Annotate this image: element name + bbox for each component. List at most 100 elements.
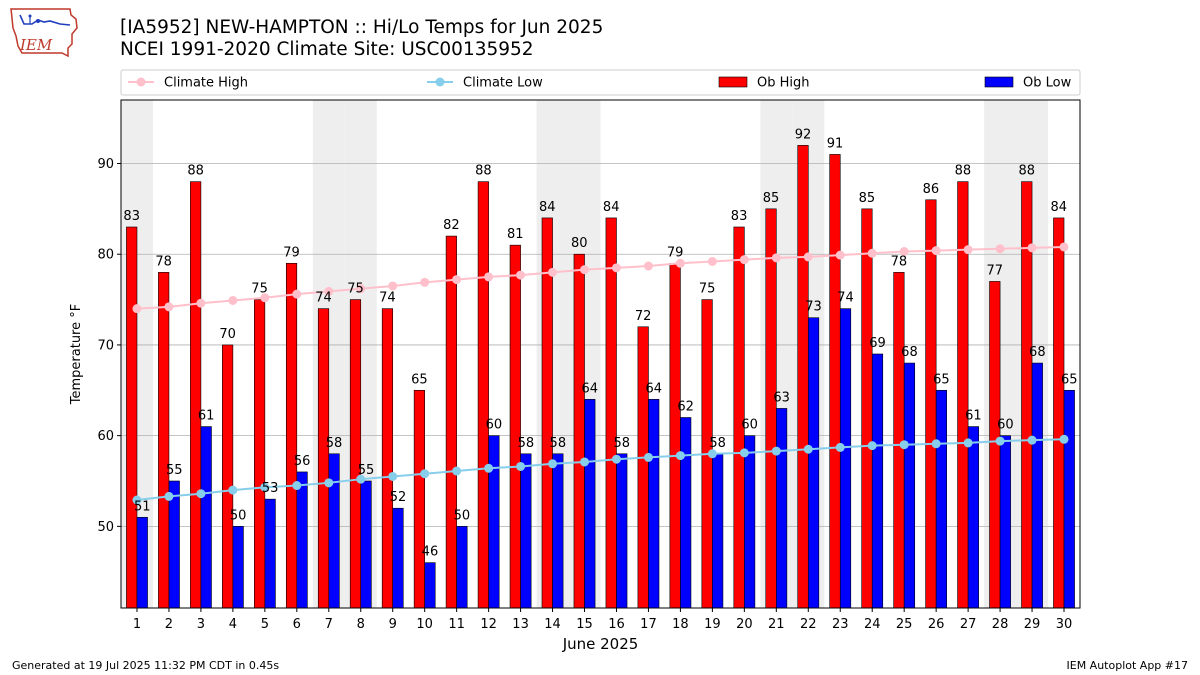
ob-high-bar-day-9 [381,308,394,609]
climate-low-point-day-25 [899,440,909,450]
ob-low-value-day-20: 60 [741,418,758,433]
ob-high-bar-day-2 [158,272,170,609]
ob-low-bar-day-1 [136,516,148,609]
ob-low-value-day-13: 58 [518,436,535,451]
ob-high-value-day-24: 85 [859,191,876,206]
climate-low-point-day-29 [1027,435,1037,445]
climate-high-point-day-1 [132,304,142,314]
ob-high-value-day-6: 79 [283,245,300,260]
legend[interactable]: Climate High Climate Low Ob High Ob Low [120,69,1081,96]
ob-low-bar-day-6 [296,471,308,609]
y-tick-label-70: 70 [97,338,114,353]
climate-high-point-day-27 [963,245,973,255]
climate-low-point-day-12 [484,463,494,473]
ob-low-value-day-18: 62 [677,400,694,415]
ob-low-value-day-26: 65 [933,372,950,387]
x-tick-label-3: 3 [197,617,205,632]
climate-high-point-day-21 [771,253,781,263]
ob-low-value-day-22: 73 [805,300,822,315]
climate-high-line [136,245,1065,310]
x-tick-label-12: 12 [480,617,497,632]
climate-high-point-day-17 [643,261,653,271]
climate-high-point-day-22 [803,252,813,262]
x-tick-label-18: 18 [672,617,689,632]
ob-high-bar-day-8 [349,299,362,609]
legend-label-climate-high: Climate High [164,76,248,91]
x-tick-label-14: 14 [544,617,561,632]
ob-high-bar-day-30 [1053,217,1065,609]
x-tick-label-20: 20 [736,617,753,632]
logo-text: IEM [19,36,53,54]
climate-low-point-day-17 [643,452,653,462]
climate-low-line [136,438,1065,502]
ob-low-bar-day-28 [999,435,1011,609]
x-tick-label-26: 26 [928,617,945,632]
x-tick-label-29: 29 [1024,617,1041,632]
ob-high-bar-day-24 [861,208,873,609]
ob-low-bar-day-23 [839,308,852,609]
ob-high-bar-day-13 [509,244,521,609]
ob-low-value-day-28: 60 [997,418,1014,433]
iem-logo: IEM [8,6,80,60]
ob-low-bar-day-7 [328,453,340,609]
x-tick-label-19: 19 [704,617,721,632]
ob-high-value-day-27: 88 [955,164,972,179]
ob-low-value-day-8: 55 [358,463,375,478]
climate-high-point-day-19 [707,256,717,266]
climate-high-point-day-26 [931,246,941,256]
ob-high-bar-day-15 [573,253,585,609]
climate-high-point-day-20 [739,255,749,265]
ob-high-bar-day-12 [477,181,489,609]
climate-low-point-day-23 [835,442,845,452]
ob-low-value-day-5: 53 [262,481,279,496]
ob-low-value-day-24: 69 [869,336,886,351]
ob-low-bar-day-30 [1063,389,1075,609]
ob-low-bar-day-21 [776,408,788,609]
climate-low-point-day-4 [228,485,238,495]
ob-low-bar-day-11 [456,526,468,609]
ob-high-bar-day-22 [797,145,809,609]
ob-low-bar-day-9 [392,507,404,609]
ob-low-value-day-16: 58 [613,436,630,451]
climate-low-point-day-2 [164,491,174,501]
ob-high-bar-day-25 [893,272,905,609]
climate-high-point-day-8 [356,284,366,294]
plot-frame [120,99,1081,609]
ob-low-bar-day-27 [967,426,979,609]
generated-timestamp: Generated at 19 Jul 2025 11:32 PM CDT in… [12,659,280,672]
ob-low-value-day-9: 52 [390,490,407,505]
climate-low-point-day-26 [931,439,941,449]
climate-low-point-day-13 [516,461,526,471]
chart-title: [IA5952] NEW-HAMPTON :: Hi/Lo Temps for … [120,17,604,38]
climate-high-point-day-24 [867,248,877,258]
ob-high-value-day-15: 80 [571,236,588,251]
climate-high-point-day-13 [516,270,526,280]
legend-box [120,69,1081,96]
ob-high-value-day-3: 88 [187,164,204,179]
climate-high-point-day-12 [484,272,494,282]
ob-low-bar-day-26 [935,389,947,609]
x-tick-label-1: 1 [133,617,141,632]
ob-high-bar-day-1 [126,226,138,609]
ob-high-value-day-20: 83 [731,209,748,224]
ob-high-bar-day-18 [669,262,681,609]
ob-high-value-day-17: 72 [635,309,652,324]
legend-marker-climate-high [136,77,146,87]
climate-high-point-day-23 [835,250,845,260]
ob-high-value-day-7: 74 [315,291,332,306]
ob-high-value-day-2: 78 [155,254,172,269]
climate-low-point-day-24 [867,441,877,451]
bar-value-labels: 83 51 78 55 88 61 70 50 75 53 79 56 74 58 75 55 74 52 65 46… [123,127,1077,559]
climate-low-point-day-7 [324,478,334,488]
x-tick-label-9: 9 [389,617,397,632]
legend-marker-climate-low [435,77,445,87]
ob-low-bar-day-4 [232,526,244,609]
ob-low-bar-day-8 [360,480,372,609]
x-tick-label-24: 24 [864,617,881,632]
ob-high-bar-day-21 [765,208,777,609]
ob-high-value-day-25: 78 [891,254,908,269]
ob-high-value-day-30: 84 [1050,200,1067,215]
ob-low-bar-day-15 [584,399,596,609]
ob-high-value-day-14: 84 [539,200,556,215]
